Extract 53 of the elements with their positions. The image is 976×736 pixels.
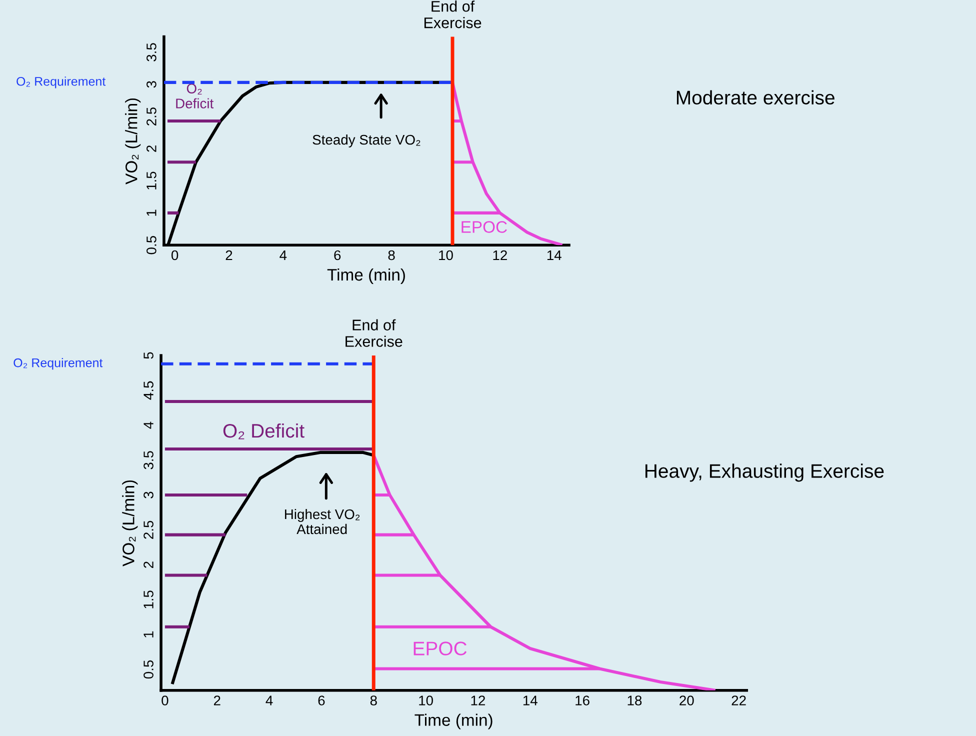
x-tick-label: 10 <box>419 696 433 706</box>
x-tick-label: 18 <box>628 696 642 706</box>
y-tick-label: 2 <box>144 562 154 568</box>
y-tick-label: 4.5 <box>144 381 154 400</box>
annotation: Highest VO₂ Attained <box>285 508 360 534</box>
x-tick-label: 22 <box>732 696 746 706</box>
y-tick-label: 3.5 <box>144 451 154 470</box>
annotation: EPOC <box>414 642 467 656</box>
annotation: EPOC <box>462 221 507 233</box>
y-axis-title: VO₂ (L/min) <box>122 480 138 566</box>
x-tick-label: 12 <box>471 696 485 706</box>
y-tick-label: 4 <box>144 422 154 429</box>
x-tick-label: 2 <box>214 696 220 706</box>
annotation: Heavy, Exhausting Exercise <box>645 464 884 482</box>
y-tick-label: 1 <box>144 631 154 638</box>
y-tick-label: 2 <box>146 145 156 152</box>
y-tick-label: 3.5 <box>146 43 156 62</box>
annotation: O₂ Deficit <box>176 84 214 108</box>
x-axis-title: Time (min) <box>414 714 492 730</box>
y-tick-label: 2.5 <box>144 520 154 539</box>
x-tick-label: 6 <box>318 696 325 706</box>
ref-line-label: O₂ Requirement <box>16 76 106 88</box>
x-tick-label: 6 <box>334 250 341 260</box>
y-tick-label: 2.5 <box>146 107 156 126</box>
x-tick-label: 4 <box>266 696 273 706</box>
y-tick-label: 0.5 <box>146 236 156 254</box>
ref-line-label: O₂ Requirement <box>14 358 103 370</box>
x-tick-label: 14 <box>547 250 562 260</box>
x-tick-label: 12 <box>493 250 507 260</box>
x-tick-label: 0 <box>162 696 168 706</box>
x-tick-label: 14 <box>523 696 538 706</box>
x-tick-label: 2 <box>226 250 232 260</box>
annotation: Steady State VO₂ <box>312 134 420 148</box>
y-tick-label: 5 <box>144 352 154 359</box>
x-axis-title: Time (min) <box>327 268 405 284</box>
x-tick-label: 8 <box>370 696 377 706</box>
text: Moderate exercise <box>676 90 834 105</box>
x-tick-label: 8 <box>388 250 395 260</box>
y-tick-label: 3 <box>144 492 154 498</box>
x-tick-label: 4 <box>280 250 287 260</box>
ref-line-label: End of Exercise <box>424 0 482 28</box>
y-axis-title: VO₂ (L/min) <box>125 98 141 184</box>
x-tick-label: 16 <box>576 696 590 706</box>
x-tick-label: 10 <box>439 250 453 260</box>
x-tick-label: 0 <box>171 250 178 260</box>
y-tick-label: 3 <box>146 81 156 88</box>
y-tick-label: 1.5 <box>144 590 154 608</box>
ref-line-label: End of Exercise <box>346 319 402 347</box>
y-tick-label: 1 <box>146 210 156 216</box>
y-tick-label: 1.5 <box>146 172 156 190</box>
y-tick-label: 0.5 <box>144 660 154 679</box>
x-tick-label: 20 <box>680 696 694 706</box>
annotation: O₂ Deficit <box>223 423 304 440</box>
